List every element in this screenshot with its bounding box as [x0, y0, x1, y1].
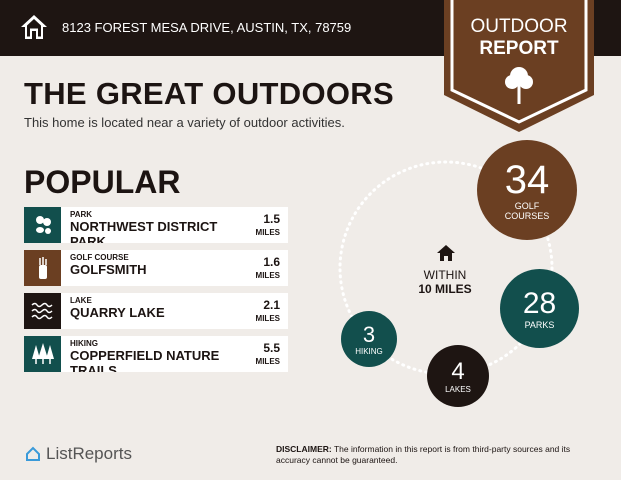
item-distance: 1.5 [263, 212, 280, 226]
item-name: GOLFSMITH [70, 262, 147, 277]
item-distance: 2.1 [263, 298, 280, 312]
item-unit: MILES [255, 228, 280, 237]
list-item: HIKING COPPERFIELD NATURE TRAILS 5.5 MIL… [24, 336, 288, 372]
trees-icon [24, 336, 61, 372]
banner-line1: OUTDOOR [470, 16, 568, 37]
item-distance: 5.5 [263, 341, 280, 355]
item-name: COPPERFIELD NATURE TRAILS [70, 348, 220, 372]
listreports-logo: ListReports [24, 444, 132, 464]
parks-bubble: 28 PARKS [500, 269, 579, 348]
item-unit: MILES [255, 357, 280, 366]
item-category: LAKE [70, 296, 92, 305]
address: 8123 FOREST MESA DRIVE, AUSTIN, TX, 7875… [62, 20, 352, 35]
item-category: GOLF COURSE [70, 253, 129, 262]
page-title: THE GREAT OUTDOORS [24, 76, 394, 111]
item-distance: 1.6 [263, 255, 280, 269]
item-name: NORTHWEST DISTRICT PARK [70, 219, 218, 243]
item-name: QUARRY LAKE [70, 305, 165, 320]
tree-icon [505, 67, 533, 104]
item-category: PARK [70, 210, 93, 219]
banner-line2: REPORT [479, 38, 559, 59]
within-label: WITHIN 10 MILES [418, 268, 472, 296]
page-subtitle: This home is located near a variety of o… [24, 115, 345, 130]
lakes-bubble: 4 LAKES [427, 345, 489, 407]
home-icon [21, 15, 47, 39]
disclaimer: DISCLAIMER: The information in this repo… [276, 444, 571, 465]
list-item: GOLF COURSE GOLFSMITH 1.6 MILES [24, 250, 288, 286]
outdoor-report-banner: OUTDOOR REPORT [444, 0, 594, 137]
golf-courses-bubble: 34 GOLF COURSES [477, 140, 577, 240]
hiking-bubble: 3 HIKING [341, 311, 397, 367]
item-category: HIKING [70, 339, 98, 348]
logo-icon [26, 446, 40, 461]
golf-bag-icon [24, 250, 61, 286]
list-item: PARK NORTHWEST DISTRICT PARK 1.5 MILES [24, 207, 288, 243]
item-unit: MILES [255, 271, 280, 280]
home-icon [437, 245, 455, 261]
park-icon [24, 207, 61, 243]
item-unit: MILES [255, 314, 280, 323]
list-item: LAKE QUARRY LAKE 2.1 MILES [24, 293, 288, 329]
waves-icon [24, 293, 61, 329]
popular-heading: POPULAR [24, 164, 181, 200]
